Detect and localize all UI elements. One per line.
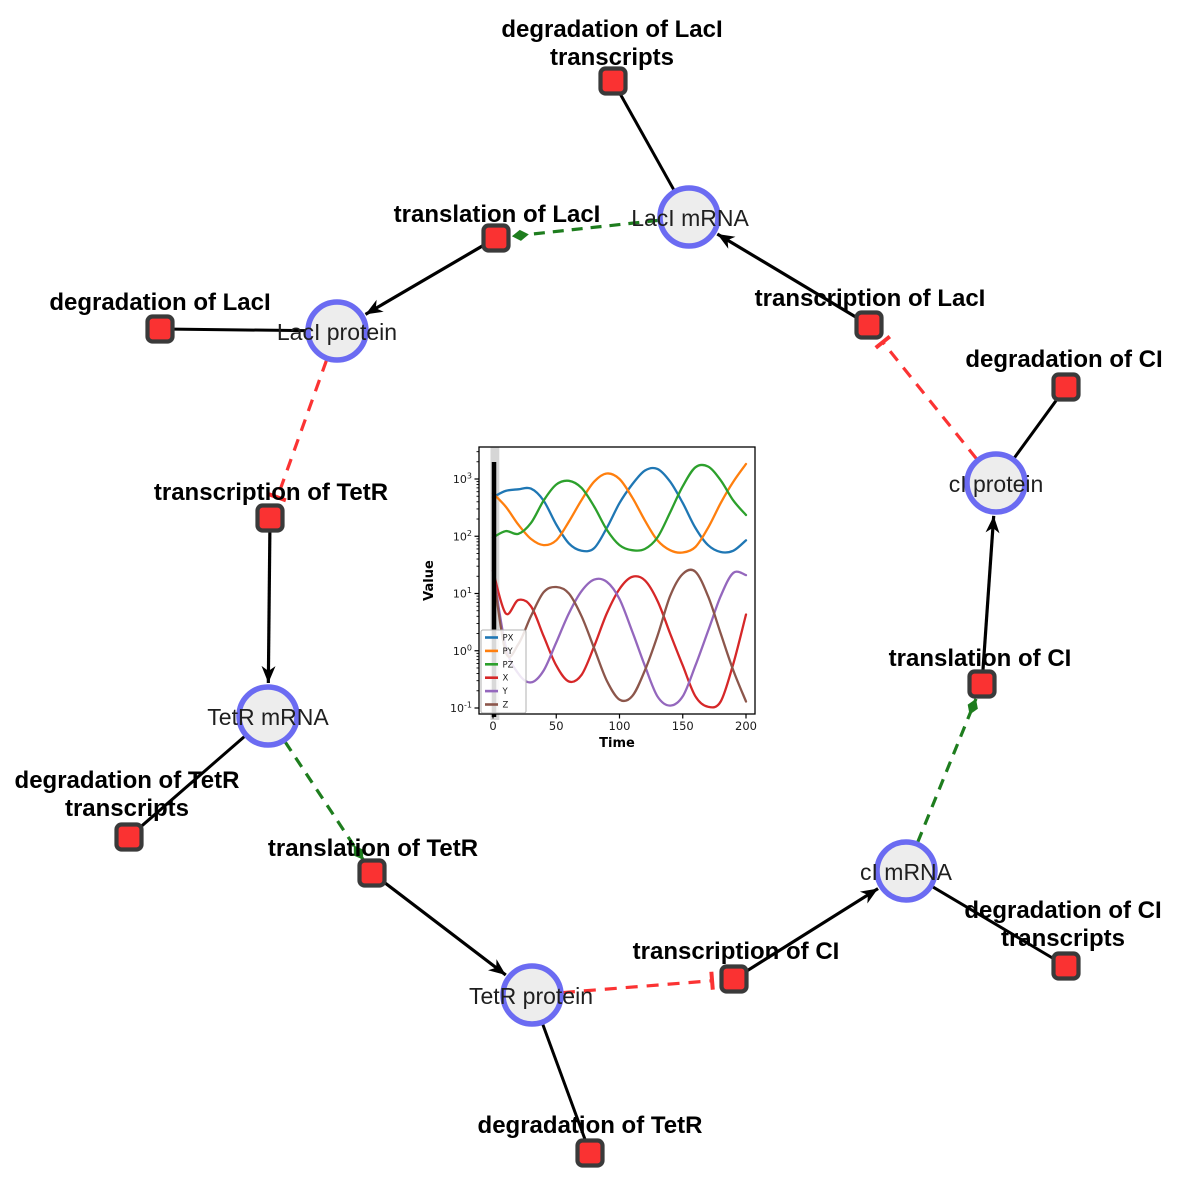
series-Y-curve xyxy=(491,569,748,707)
reaction-node-degradation-ci-transcripts[interactable] xyxy=(1051,951,1081,981)
y-axis-label: Value xyxy=(422,560,437,601)
reaction-node-degradation-laci[interactable] xyxy=(145,314,175,344)
network-labels: degradation of LacI transcripts translatio… xyxy=(15,16,1163,1139)
reaction-node-transcription-laci[interactable] xyxy=(854,310,884,340)
y-tick-label: 10-1 xyxy=(450,701,472,716)
series-X-curve xyxy=(491,569,748,709)
label-translation-tetr: translation of TetR xyxy=(268,835,478,862)
x-axis-label: Time xyxy=(599,736,635,751)
reaction-node-transcription-ci[interactable] xyxy=(719,964,749,994)
x-tick-label: 50 xyxy=(549,719,564,733)
network-nodes xyxy=(114,66,1081,1168)
inset-chart: 0 50 100 150 20010-1100101102103TimeValuePXP… xyxy=(422,446,757,751)
reaction-node-translation-laci[interactable] xyxy=(481,223,511,253)
species-node-tetr-mrna[interactable] xyxy=(236,684,300,748)
legend-label-Y: Y xyxy=(502,687,509,697)
reaction-node-translation-tetr[interactable] xyxy=(357,858,387,888)
series-PZ-curve xyxy=(491,463,748,552)
series-PX-curve xyxy=(491,466,748,554)
label-translation-ci: translation of CI xyxy=(889,645,1072,672)
line-edge-laci-mrna-to-degradation-transcripts xyxy=(618,92,676,191)
label-degradation-laci-transcripts: degradation of LacI transcripts xyxy=(501,16,722,71)
y-tick-label: 103 xyxy=(453,472,472,487)
species-node-ci-protein[interactable] xyxy=(964,451,1028,515)
species-node-laci-protein[interactable] xyxy=(305,299,369,363)
label-degradation-tetr: degradation of TetR xyxy=(478,1112,703,1139)
legend-label-PZ: PZ xyxy=(503,660,514,670)
arrow-edge-translation-laci-to-laci-protein xyxy=(364,243,485,316)
x-tick-label: 0 xyxy=(489,719,496,733)
series-Z-curve xyxy=(491,568,748,703)
label-transcription-laci: transcription of LacI xyxy=(755,285,986,312)
network-edges xyxy=(138,92,1059,1141)
activation-edge-tetr-mrna-to-translation-tetr xyxy=(283,740,365,861)
arrow-edge-translation-ci-to-ci-protein xyxy=(981,515,1000,671)
legend-label-X: X xyxy=(503,674,509,684)
chart-legend: PX PY PZ XYZ xyxy=(480,629,527,714)
arrow-edge-transcription-ci-to-ci-mrna xyxy=(745,887,879,973)
activation-edge-laci-mrna-to-translation-laci xyxy=(511,218,659,241)
species-node-ci-mrna[interactable] xyxy=(874,839,938,903)
line-edge-ci-protein-to-degradation-ci xyxy=(1013,397,1059,459)
label-transcription-tetr: transcription of TetR xyxy=(154,479,388,506)
reaction-node-degradation-tetr-transcripts[interactable] xyxy=(114,822,144,852)
arrow-edge-translation-tetr-to-tetr-protein xyxy=(382,880,507,977)
reaction-node-degradation-ci[interactable] xyxy=(1051,372,1081,402)
label-ci-protein: cI protein xyxy=(949,471,1044,497)
series-PY-curve xyxy=(491,462,748,554)
label-degradation-tetr-transcripts: degradation of TetR transcripts xyxy=(15,767,240,822)
arrow-edge-transcription-laci-to-laci-mrna xyxy=(716,232,858,320)
label-tetr-mrna: TetR mRNA xyxy=(207,704,329,730)
inhibition-edge-ci-protein-inhibits-transcription-laci xyxy=(874,334,978,460)
y-tick-label: 102 xyxy=(453,529,472,544)
legend-label-PY: PY xyxy=(503,647,514,657)
label-degradation-laci: degradation of LacI xyxy=(49,289,270,316)
line-edge-tetr-mrna-to-degradation-transcripts xyxy=(138,735,246,829)
reaction-node-degradation-tetr[interactable] xyxy=(575,1138,605,1168)
legend-label-Z: Z xyxy=(503,701,509,711)
species-node-tetr-protein[interactable] xyxy=(500,963,564,1027)
label-transcription-ci: transcription of CI xyxy=(633,938,840,965)
inhibition-edge-tetr-protein-inhibits-transcription-ci xyxy=(562,971,715,995)
plot-frame xyxy=(478,446,756,715)
line-edge-ci-mrna-to-degradation-transcripts xyxy=(931,885,1055,961)
inhibition-edge-laci-protein-inhibits-transcription-tetr xyxy=(268,359,329,503)
x-tick-label: 200 xyxy=(735,719,757,733)
reaction-node-transcription-tetr[interactable] xyxy=(255,503,285,533)
label-laci-protein: LacI protein xyxy=(277,319,397,345)
reaction-node-degradation-laci-transcripts[interactable] xyxy=(598,66,628,96)
y-tick-label: 101 xyxy=(453,586,472,601)
line-edge-tetr-protein-to-degradation-tetr xyxy=(541,1023,587,1141)
species-node-laci-mrna[interactable] xyxy=(657,185,721,249)
line-edge-laci-protein-to-degradation-laci xyxy=(173,327,307,333)
label-ci-mrna: cI mRNA xyxy=(860,859,953,885)
label-translation-laci: translation of LacI xyxy=(394,201,601,228)
label-laci-mrna: LacI mRNA xyxy=(631,205,749,231)
label-tetr-protein: TetR protein xyxy=(469,983,593,1009)
reaction-node-translation-ci[interactable] xyxy=(967,669,997,699)
x-tick-label: 100 xyxy=(609,719,631,733)
label-degradation-ci-transcripts: degradation of CI transcripts xyxy=(964,897,1161,952)
x-tick-label: 150 xyxy=(672,719,694,733)
activation-edge-ci-mrna-to-translation-ci xyxy=(916,698,978,843)
y-tick-label: 100 xyxy=(453,643,472,658)
arrow-edge-transcription-tetr-to-tetr-mrna xyxy=(261,531,276,684)
label-degradation-ci: degradation of CI xyxy=(965,346,1162,373)
legend-label-PX: PX xyxy=(503,634,514,644)
